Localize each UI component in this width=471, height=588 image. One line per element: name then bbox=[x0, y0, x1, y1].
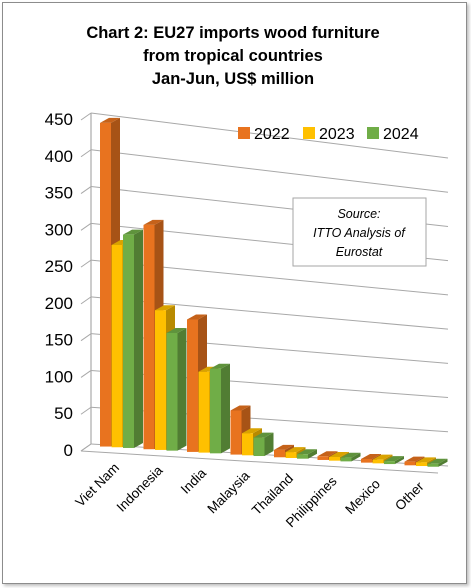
y-axis-ticks: 0 50 100 150 200 250 300 350 400 450 bbox=[45, 110, 73, 460]
y-tick-label: 150 bbox=[45, 331, 73, 350]
chart-title-line-2: from tropical countries bbox=[143, 47, 323, 65]
gridline-side bbox=[80, 333, 92, 342]
gridline-side bbox=[80, 186, 92, 194]
source-line-2: ITTO Analysis of bbox=[313, 226, 406, 240]
source-annotation: Source: ITTO Analysis of Eurostat bbox=[292, 197, 427, 267]
gridline-side bbox=[80, 296, 92, 305]
gridline-side bbox=[80, 149, 92, 158]
legend-item-2024: 2024 bbox=[367, 126, 419, 143]
bars-layer bbox=[100, 117, 448, 467]
category-label: India bbox=[178, 465, 210, 497]
legend-swatch bbox=[367, 127, 379, 139]
y-tick-label: 250 bbox=[45, 257, 73, 276]
y-tick-label: 300 bbox=[45, 220, 73, 239]
y-tick-label: 200 bbox=[45, 294, 73, 313]
gridline-side bbox=[80, 222, 92, 231]
y-tick-label: 0 bbox=[64, 441, 73, 460]
bar-2024-thailand bbox=[297, 449, 317, 459]
y-tick-label: 350 bbox=[45, 184, 73, 203]
bar-2024-other bbox=[427, 458, 448, 467]
bar-2024-philippines bbox=[340, 452, 361, 462]
y-tick-label: 450 bbox=[45, 110, 73, 129]
gridline-side bbox=[80, 259, 92, 268]
legend: 2022 2023 2024 bbox=[238, 126, 419, 143]
bar-2024-viet-nam bbox=[123, 229, 143, 448]
bar-2024-mexico bbox=[384, 456, 404, 465]
gridline bbox=[90, 112, 449, 159]
chart-svg: Chart 2: EU27 imports wood furniture fro… bbox=[45, 24, 449, 530]
gridline-side bbox=[80, 443, 92, 452]
y-tick-label: 400 bbox=[45, 147, 73, 166]
bar-2024-indonesia bbox=[166, 327, 187, 451]
y-tick-label: 50 bbox=[54, 404, 73, 423]
y-tick-label: 100 bbox=[45, 367, 73, 386]
legend-swatch bbox=[303, 127, 315, 139]
source-box bbox=[292, 197, 427, 267]
floor-front-edge bbox=[80, 450, 439, 474]
chart-frame: Chart 2: EU27 imports wood furniture fro… bbox=[2, 2, 467, 584]
chart-title-line-1: Chart 2: EU27 imports wood furniture bbox=[86, 24, 379, 42]
category-label: Thailand bbox=[249, 471, 296, 518]
gridline-side bbox=[80, 112, 92, 121]
gridline-side bbox=[80, 370, 92, 378]
legend-item-2022: 2022 bbox=[238, 126, 290, 143]
source-line-3: Eurostat bbox=[336, 245, 383, 259]
category-label: Other bbox=[392, 478, 427, 513]
legend-swatch bbox=[238, 127, 250, 139]
gridline bbox=[90, 149, 449, 193]
source-line-1: Source: bbox=[337, 207, 380, 221]
legend-label: 2022 bbox=[254, 126, 290, 143]
category-label: Mexico bbox=[342, 476, 383, 517]
category-label: Malaysia bbox=[204, 468, 253, 517]
bar-2024-malaysia bbox=[253, 432, 274, 457]
gridline-side bbox=[80, 406, 92, 415]
legend-item-2023: 2023 bbox=[303, 126, 355, 143]
legend-label: 2024 bbox=[383, 126, 419, 143]
chart-title-line-3: Jan-Jun, US$ million bbox=[152, 70, 314, 88]
legend-label: 2023 bbox=[319, 126, 355, 143]
bar-2024-india bbox=[210, 363, 230, 454]
